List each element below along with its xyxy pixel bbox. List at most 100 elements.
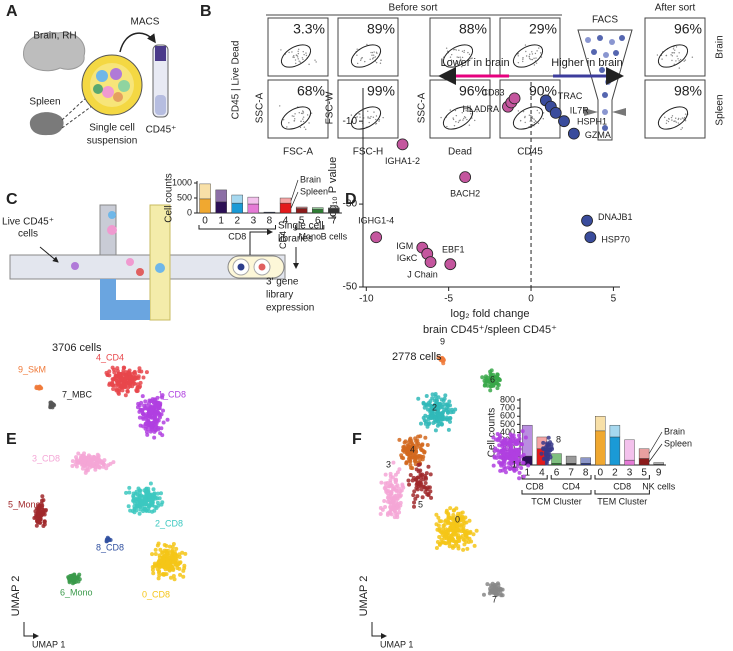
umap-cell	[40, 498, 45, 503]
x-tick-label: 6	[554, 468, 560, 479]
flow-event	[303, 126, 306, 128]
umap-cell	[173, 556, 178, 561]
percent: 98%	[674, 83, 702, 99]
umap-cell	[509, 434, 514, 439]
flow-event	[293, 55, 295, 57]
cluster-label: 6	[490, 374, 495, 384]
umap-cell	[83, 470, 88, 475]
flow-event	[372, 116, 375, 118]
flow-event	[279, 105, 281, 107]
umap-cell	[137, 488, 142, 493]
flow-event	[452, 118, 455, 121]
flow-event	[671, 115, 674, 117]
flow-event	[671, 59, 673, 62]
umap-cell	[132, 504, 137, 509]
group-label: TCM Cluster	[531, 496, 582, 506]
flow-event	[531, 53, 534, 55]
flow-event	[470, 113, 472, 115]
umap-cell	[152, 435, 157, 440]
umap-cell	[508, 441, 513, 446]
umap-cell	[454, 506, 459, 511]
flow-event	[539, 52, 542, 54]
umap-cell	[155, 543, 160, 548]
x-tick-label: 9	[656, 468, 662, 479]
cluster-label: 7_MBC	[62, 389, 93, 399]
flow-event	[291, 115, 294, 117]
flow-event	[355, 116, 357, 119]
umap-cell	[455, 523, 460, 528]
umap-cell	[544, 450, 549, 455]
flow-event	[461, 112, 463, 114]
gate	[442, 106, 474, 130]
panel-letter: C	[6, 191, 18, 208]
flow-event	[359, 59, 362, 61]
umap-cell	[143, 421, 148, 426]
x-tick-label: 8	[267, 216, 273, 227]
umap-cell	[171, 560, 176, 565]
umap-cell	[430, 392, 435, 397]
flow-event	[350, 114, 353, 116]
umap-cell	[119, 377, 124, 382]
umap-cell	[379, 480, 384, 485]
umap-cell	[488, 379, 493, 384]
umap-cell	[104, 466, 109, 471]
point-label: TRAC	[558, 91, 583, 101]
x-tick-label: 7	[568, 468, 574, 479]
flow-event	[298, 60, 300, 62]
umap-cell	[82, 459, 87, 464]
x-tick-label: 8	[583, 468, 589, 479]
percent: 88%	[459, 21, 487, 37]
flow-event	[529, 53, 531, 55]
percent: 68%	[297, 83, 325, 99]
tissue-label: Brain, RH	[33, 31, 76, 42]
flow-event	[531, 51, 533, 53]
cluster-label: 7	[492, 594, 497, 604]
umap-cell	[436, 407, 441, 412]
y-tick-label: 600	[500, 411, 515, 421]
gate	[280, 106, 312, 130]
umap-cell	[433, 415, 438, 420]
group-label: CD8	[613, 481, 631, 491]
umap-cell	[37, 384, 42, 389]
umap-cell	[397, 486, 402, 491]
umap-cell	[43, 508, 48, 513]
flow-event	[468, 59, 470, 61]
flow-event	[471, 57, 473, 59]
bar-segment	[551, 453, 562, 464]
umap-cell	[499, 587, 504, 592]
point	[396, 138, 409, 151]
flow-event	[299, 61, 302, 63]
bar-segment	[624, 459, 635, 466]
umap-cell	[506, 461, 511, 466]
umap-cell	[395, 503, 400, 508]
legend-leader	[290, 179, 299, 201]
umap-cell	[550, 446, 555, 451]
flow-event	[302, 116, 305, 118]
flow-event	[670, 54, 672, 56]
umap-cell	[449, 534, 454, 539]
flow-event	[305, 52, 307, 54]
flow-event	[371, 54, 373, 56]
flow-event	[517, 110, 520, 112]
percent: 99%	[367, 83, 395, 99]
umap-cell	[123, 393, 128, 398]
umap-cell	[418, 457, 423, 462]
umap-cell	[395, 515, 400, 520]
flow-event	[684, 113, 687, 115]
umap-cell	[543, 456, 548, 461]
umap-cell	[446, 511, 451, 516]
cluster-label: 2	[432, 402, 437, 412]
bar-segment	[312, 209, 324, 214]
umap-cell	[471, 532, 476, 537]
flow-event	[524, 116, 526, 119]
umap-cell	[423, 481, 428, 486]
flow-event	[542, 118, 544, 120]
group-bracket	[521, 490, 592, 495]
cluster-label: 9_SkM	[18, 364, 46, 374]
umap-cell	[416, 434, 421, 439]
umap-cell	[493, 446, 498, 451]
umap-cell	[388, 504, 393, 509]
umap-cell	[154, 424, 159, 429]
percent: 89%	[367, 21, 395, 37]
flow-event	[453, 124, 456, 127]
